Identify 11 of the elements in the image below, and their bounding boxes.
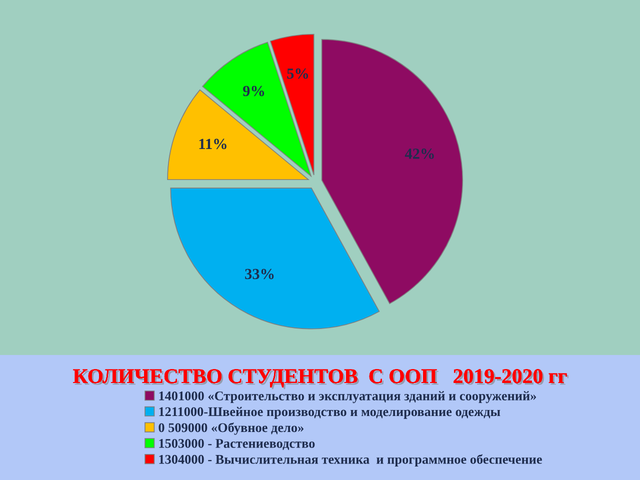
legend-label: 1304000 - Вычислительная техника и программное обеспечение [159, 454, 542, 466]
legend-label: 1211000-Швейное производство и моделирование одежды [159, 406, 500, 419]
legend-label: 1401000 «Строительство и эксплуатация зданий и сооружений» [159, 391, 536, 404]
data-label: 9% [243, 86, 264, 96]
data-label: 42% [404, 148, 434, 159]
data-label: 5% [287, 68, 308, 79]
legend-label: 1503000 - Растениеводство [159, 438, 315, 450]
legend-label: 0 509000 «Обувное дело» [158, 422, 304, 435]
data-label: 33% [245, 268, 274, 280]
text: КОЛИЧЕСТВО СТУДЕНТОВ С ООП 2019-2020 гг [73, 369, 568, 390]
data-label: 11% [199, 138, 226, 150]
